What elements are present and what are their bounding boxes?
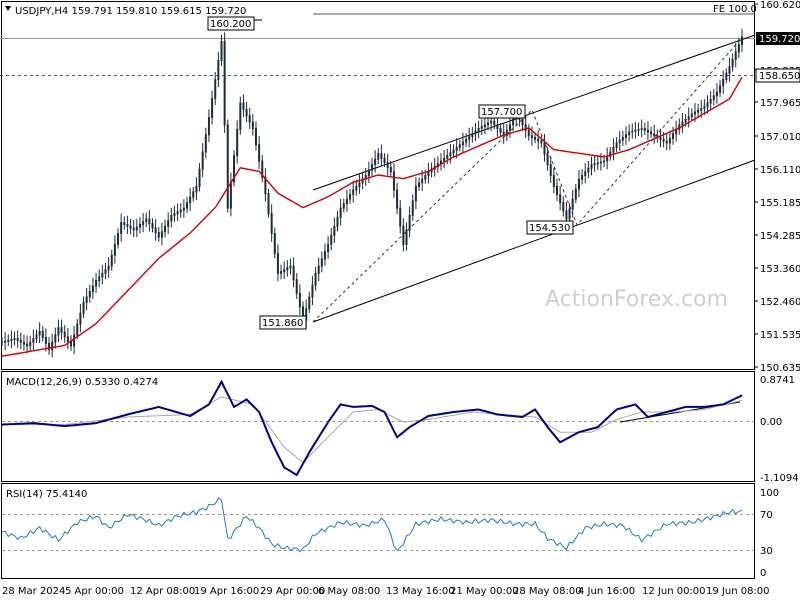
fe-label: FE 100.0	[713, 4, 757, 15]
macd-panel-frame	[1, 371, 755, 482]
x-tick: 19 Jun 08:00	[706, 586, 770, 597]
rsi-y-tick: 100	[760, 488, 779, 499]
rsi-header: RSI(14) 75.4140	[6, 489, 87, 500]
moving-average-line	[1, 76, 743, 357]
macd-header: MACD(12,26,9) 0.5330 0.4274	[6, 377, 158, 388]
x-tick: 4 Jun 16:00	[578, 586, 635, 597]
current-price-tag: 159.720	[756, 32, 800, 45]
price-y-axis: 160.620 158.835 157.965 157.010 156.110 …	[754, 0, 800, 374]
channel-upper-line	[312, 34, 756, 191]
pivot-text: 157.700	[481, 107, 522, 118]
x-tick: 21 May 00:00	[450, 586, 519, 597]
y-tick: 153.360	[760, 264, 800, 275]
pivot-box	[478, 104, 526, 119]
fibo-zigzag	[312, 39, 741, 323]
level-price-tag: 158.650	[755, 68, 800, 83]
x-tick: 28 Mar 2024	[2, 586, 65, 597]
pivot-label-157700: 157.700	[478, 104, 526, 119]
x-tick: 19 Apr 16:00	[194, 586, 259, 597]
y-tick: 151.535	[760, 330, 800, 341]
macd-signal-line	[2, 396, 743, 464]
rsi-y-tick: 30	[760, 546, 773, 557]
y-tick: 156.110	[760, 165, 800, 176]
x-tick: 12 Apr 08:00	[130, 586, 195, 597]
macd-y-tick: 0.8741	[760, 375, 795, 386]
rsi-panel-frame	[1, 483, 755, 579]
price-tag-bg	[756, 32, 800, 45]
price-header-text: USDJPY,H4 159.791 159.810 159.615 159.72…	[15, 6, 246, 17]
x-tick: 28 May 08:00	[513, 586, 582, 597]
macd-main-line	[1, 379, 743, 477]
y-tick: 150.635	[760, 363, 800, 374]
y-tick: 160.620	[760, 0, 800, 11]
pivot-label-151860: 151.860	[259, 315, 307, 330]
level-tag-bg	[755, 68, 800, 83]
x-tick: 6 May 08:00	[318, 586, 380, 597]
pivot-label-160200: 160.200	[207, 16, 262, 31]
price-tag-text: 159.720	[759, 34, 800, 45]
price-panel-frame	[1, 1, 755, 370]
price-header: USDJPY,H4 159.791 159.810 159.615 159.72…	[5, 6, 246, 17]
watermark: ActionForex.com	[545, 287, 728, 312]
candles-group	[1, 28, 743, 358]
macd-y-tick: 0.00	[760, 417, 782, 428]
pivot-text: 151.860	[262, 318, 303, 329]
rsi-y-tick: 70	[760, 510, 773, 521]
y-tick: 152.460	[760, 297, 800, 308]
rsi-y-tick: 0	[760, 568, 766, 579]
pivot-text: 154.530	[529, 223, 570, 234]
pivot-box	[526, 220, 574, 235]
channel-lower-line	[312, 159, 756, 323]
y-tick: 154.285	[760, 231, 800, 242]
x-tick: 29 Apr 00:00	[260, 586, 325, 597]
header-arrow-icon	[5, 6, 11, 11]
pivot-box	[207, 16, 255, 31]
x-axis: 28 Mar 2024 5 Apr 00:00 12 Apr 08:00 19 …	[2, 586, 770, 597]
pivot-text: 160.200	[210, 19, 251, 30]
y-tick: 157.010	[760, 132, 800, 143]
x-tick: 12 Jun 00:00	[642, 586, 706, 597]
x-tick: 13 May 16:00	[386, 586, 455, 597]
macd-y-tick: -1.1094	[760, 473, 799, 484]
x-tick: 5 Apr 00:00	[65, 586, 124, 597]
y-tick: 155.185	[760, 198, 800, 209]
pivot-box	[259, 315, 307, 330]
level-tag-text: 158.650	[759, 71, 800, 82]
rsi-line	[1, 497, 743, 553]
y-tick: 157.965	[760, 98, 800, 109]
pivot-label-154530: 154.530	[526, 220, 574, 235]
